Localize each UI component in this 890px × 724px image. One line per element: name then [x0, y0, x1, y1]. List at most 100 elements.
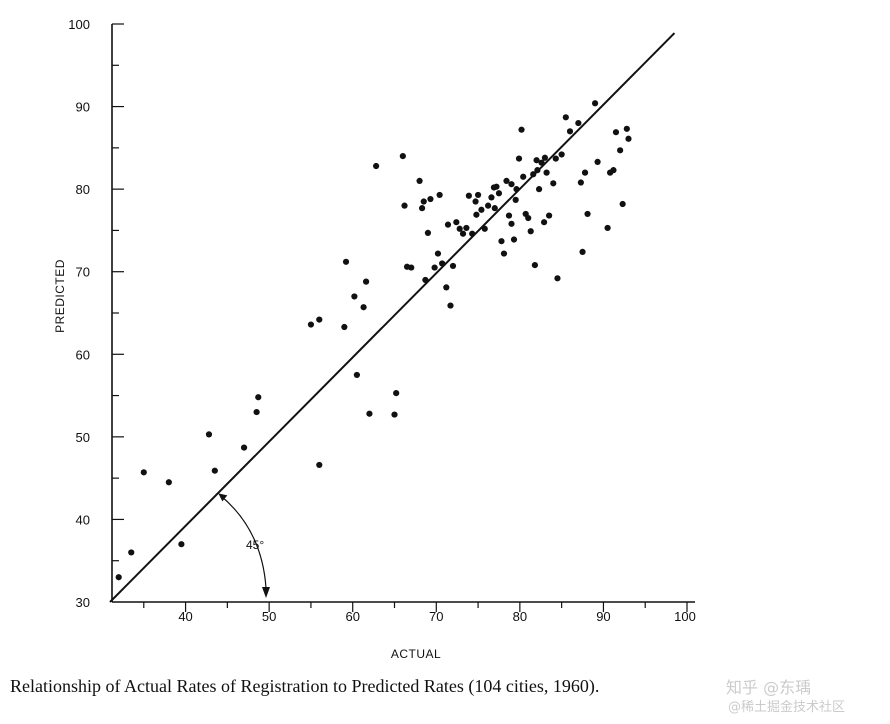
data-point [434, 250, 442, 257]
data-point [581, 169, 589, 176]
angle-arrowhead-top [218, 493, 228, 502]
data-point [488, 194, 495, 201]
data-point [512, 196, 519, 203]
x-axis-label: ACTUAL [391, 647, 441, 661]
data-point [625, 135, 632, 142]
data-point [481, 225, 488, 232]
data-point [316, 316, 323, 323]
data-point [316, 461, 323, 469]
data-point [362, 278, 370, 285]
data-point [619, 200, 626, 208]
ticks: 40 50 60 70 80 90 100 30 40 50 60 70 80 90 100 [68, 17, 696, 624]
data-point [393, 389, 400, 397]
y-tick-label: 50 [76, 430, 90, 445]
data-point [541, 154, 549, 161]
data-point [530, 171, 537, 178]
data-point [518, 126, 525, 133]
x-tick-label: 60 [345, 609, 359, 624]
angle-label: 45° [246, 538, 264, 552]
data-point [505, 212, 513, 219]
data-point [478, 206, 485, 213]
angle-annotation: 45° [218, 493, 270, 598]
data-point [503, 177, 510, 184]
data-point [469, 230, 476, 237]
data-point [575, 119, 582, 127]
data-point [550, 180, 557, 187]
data-point [510, 236, 518, 243]
x-tick-label: 80 [513, 609, 527, 624]
y-tick-label: 90 [76, 100, 90, 115]
x-tick-label: 90 [596, 609, 610, 624]
x-tick-label: 70 [429, 609, 443, 624]
watermark-line-2: @稀土掘金技术社区 [728, 700, 846, 715]
data-point [255, 394, 262, 401]
data-point [498, 238, 505, 245]
data-point [465, 192, 472, 199]
data-point [128, 549, 135, 556]
data-point [391, 411, 398, 418]
data-point [552, 155, 559, 162]
data-point [623, 125, 630, 132]
data-point [473, 211, 480, 218]
data-point [366, 410, 373, 417]
data-point [439, 260, 446, 267]
watermark: 知乎 @东瑀 @稀土掘金技术社区 [726, 678, 845, 718]
data-point [612, 129, 620, 136]
data-point [178, 541, 185, 548]
data-point [205, 431, 213, 438]
data-point [436, 191, 443, 199]
y-tick-label: 30 [76, 595, 90, 610]
data-point [422, 276, 429, 284]
data-point [513, 186, 520, 193]
data-point [342, 258, 350, 265]
data-point [447, 302, 454, 309]
data-point [491, 205, 498, 212]
data-point [554, 275, 561, 282]
data-point [546, 212, 553, 219]
data-point [472, 198, 479, 205]
data-point [253, 408, 260, 416]
y-tick-label: 60 [76, 347, 90, 362]
data-point [463, 224, 470, 232]
data-point [591, 100, 599, 107]
data-point [420, 198, 427, 205]
data-point [533, 157, 540, 164]
data-point [115, 574, 122, 581]
data-point [577, 179, 584, 186]
data-point [527, 228, 534, 235]
data-point [610, 167, 617, 174]
data-point [566, 128, 574, 135]
data-point [490, 184, 498, 191]
y-tick-label: 80 [76, 182, 90, 197]
data-point [449, 262, 457, 270]
data-point [485, 202, 492, 209]
data-point [543, 169, 550, 176]
data-point [456, 225, 463, 232]
data-point [617, 147, 624, 154]
data-point [427, 195, 434, 203]
data-point [360, 304, 367, 311]
data-point [540, 219, 548, 226]
data-point [353, 371, 360, 379]
data-point [500, 250, 508, 257]
data-point [431, 264, 438, 271]
data-point [594, 158, 601, 165]
data-point [453, 219, 460, 226]
data-point [515, 155, 523, 162]
data-point [508, 181, 515, 188]
data-point [211, 467, 218, 474]
data-point [579, 248, 586, 255]
data-point [399, 153, 406, 160]
data-point [307, 321, 315, 328]
y-tick-label: 100 [68, 17, 90, 32]
y-tick-label: 70 [76, 265, 90, 280]
data-point [408, 264, 415, 271]
angle-arrowhead-bottom [262, 587, 270, 598]
x-tick-label: 100 [674, 609, 696, 624]
data-point [459, 230, 467, 237]
watermark-line-1: 知乎 @东瑀 [726, 678, 812, 697]
data-point [584, 210, 591, 218]
data-point [416, 177, 423, 184]
data-point [558, 151, 565, 158]
